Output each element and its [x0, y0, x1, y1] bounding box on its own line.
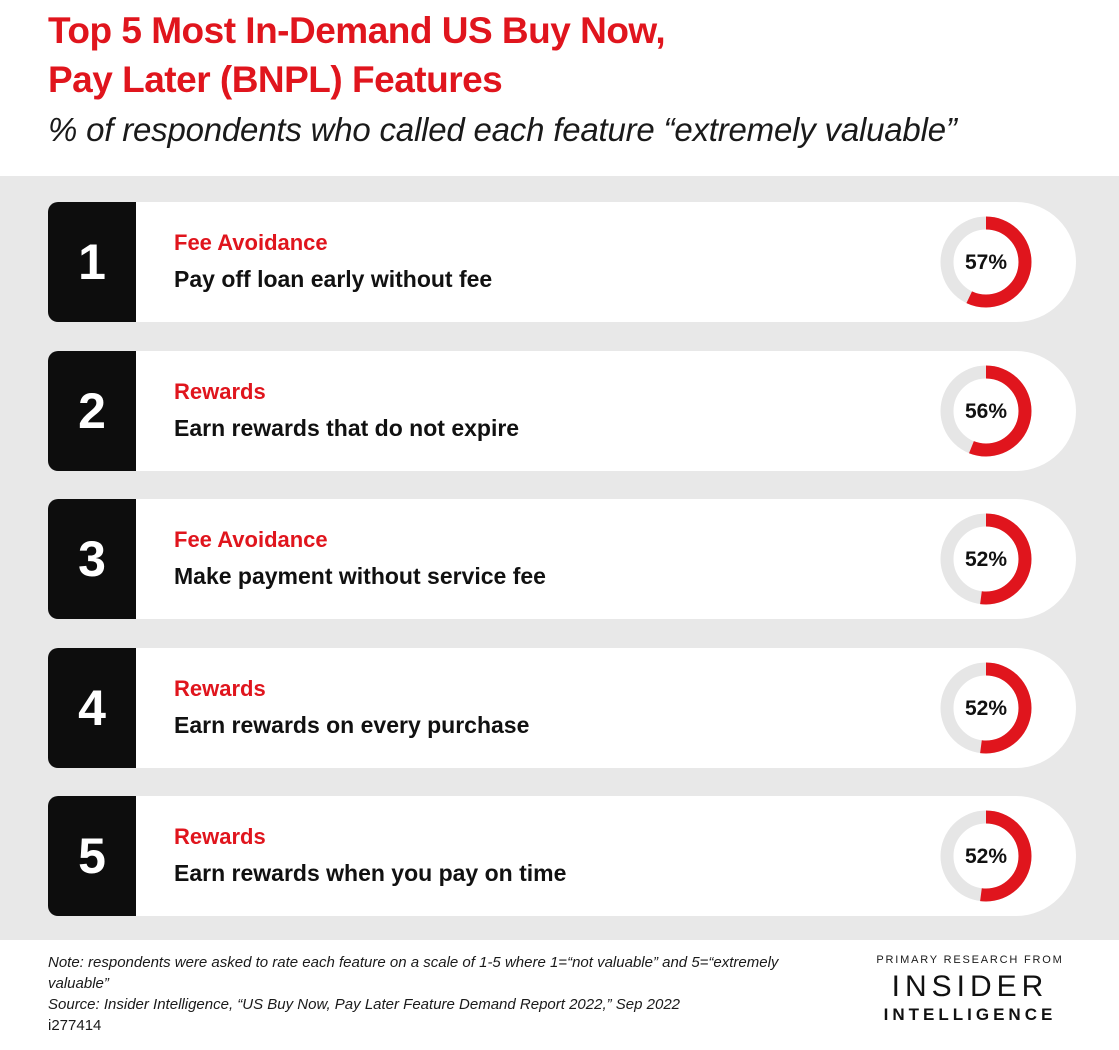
feature-category: Rewards	[174, 675, 266, 701]
feature-label: Earn rewards that do not expire	[174, 414, 520, 441]
donut-value-label: 56%	[965, 400, 1007, 423]
title-line-2: Pay Later (BNPL) Features	[48, 59, 503, 100]
donut-value-arc	[940, 513, 1032, 605]
chart-footer: Note: respondents were asked to rate eac…	[48, 952, 808, 1036]
donut-chart: 56%	[940, 365, 1032, 456]
chart-subtitle: % of respondents who called each feature…	[48, 111, 957, 148]
ranking-row: 1 Fee Avoidance Pay off loan early without…	[48, 202, 1076, 322]
donut-chart: 52%	[940, 662, 1032, 753]
source-line: Source: Insider Intelligence, “US Buy No…	[48, 996, 681, 1013]
rank-number: 2	[48, 350, 136, 471]
donut-value-arc	[940, 365, 1032, 456]
feature-category: Rewards	[174, 824, 266, 849]
footnote: Note: respondents were asked to rate eac…	[48, 954, 779, 992]
feature-label: Earn rewards on every purchase	[174, 711, 530, 738]
ranking-row: 4 Rewards Earn rewards on every purchase 52…	[48, 647, 1076, 768]
feature-category: Rewards	[174, 378, 266, 404]
donut-value-arc	[940, 216, 1032, 308]
chart-id: i277414	[48, 1017, 102, 1034]
brand-name-line-2: INTELLIGENCE	[883, 1005, 1057, 1024]
chart-header: Top 5 Most In-Demand US Buy Now, Pay Lat…	[48, 6, 1108, 151]
brand-name-line-1: INSIDER	[891, 970, 1049, 1003]
rank-number: 4	[48, 647, 136, 768]
rank-number: 1	[48, 202, 136, 322]
ranking-row: 3 Fee Avoidance Make payment without servi…	[48, 499, 1076, 619]
donut-chart: 52%	[940, 513, 1032, 605]
brand-kicker: PRIMARY RESEARCH FROM	[876, 954, 1064, 966]
title-line-1: Top 5 Most In-Demand US Buy Now,	[48, 10, 666, 51]
ranking-row: 5 Rewards Earn rewards when you pay on tim…	[48, 796, 1076, 916]
donut-value-arc	[940, 662, 1032, 753]
ranking-row: 2 Rewards Earn rewards that do not expire 5…	[48, 350, 1076, 471]
donut-chart: 57%	[940, 216, 1032, 308]
donut-value-arc	[940, 810, 1032, 902]
feature-category: Fee Avoidance	[174, 230, 328, 255]
rank-number: 3	[48, 499, 136, 619]
feature-category: Fee Avoidance	[174, 527, 328, 552]
rank-number: 5	[48, 796, 136, 916]
brand-logo: PRIMARY RESEARCH FROM INSIDER INTELLIGEN…	[868, 954, 1072, 1026]
feature-label: Make payment without service fee	[174, 563, 546, 589]
feature-label: Pay off loan early without fee	[174, 266, 493, 292]
donut-value-label: 52%	[965, 845, 1007, 868]
donut-chart: 52%	[940, 810, 1032, 902]
chart-title: Top 5 Most In-Demand US Buy Now, Pay Lat…	[48, 6, 1108, 104]
donut-value-label: 52%	[965, 697, 1007, 720]
donut-value-label: 57%	[965, 251, 1007, 274]
donut-value-label: 52%	[965, 548, 1007, 571]
feature-label: Earn rewards when you pay on time	[174, 860, 567, 886]
